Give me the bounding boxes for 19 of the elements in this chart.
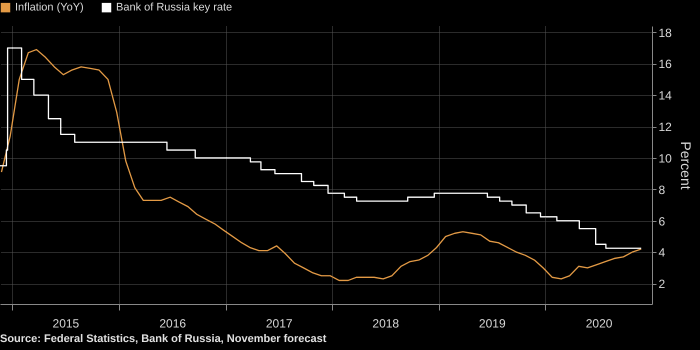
y-tick-label: 2 xyxy=(658,277,666,292)
y-tick-label: 4 xyxy=(658,246,666,260)
y-axis-title: Percent xyxy=(678,141,694,190)
x-tick-label: 2018 xyxy=(372,316,400,330)
x-tick-label: 2017 xyxy=(266,316,293,330)
x-tick-label: 2020 xyxy=(586,316,613,330)
y-tick-label: 8 xyxy=(658,182,666,197)
source-note: Source: Federal Statistics, Bank of Russia, November forecast xyxy=(0,333,327,345)
x-tick-label: 2016 xyxy=(159,316,186,330)
y-tick-label: 12 xyxy=(658,120,672,134)
legend-label: Inflation (YoY) xyxy=(15,2,84,14)
x-tick-label: 2015 xyxy=(52,316,80,330)
x-tick-label: 2019 xyxy=(478,316,506,330)
legend-label: Bank of Russia key rate xyxy=(116,2,232,14)
y-tick-label: 6 xyxy=(658,214,666,228)
y-tick-label: 10 xyxy=(658,151,672,166)
y-tick-label: 16 xyxy=(658,57,672,72)
y-tick-label: 18 xyxy=(658,26,672,40)
y-tick-label: 14 xyxy=(658,88,672,103)
